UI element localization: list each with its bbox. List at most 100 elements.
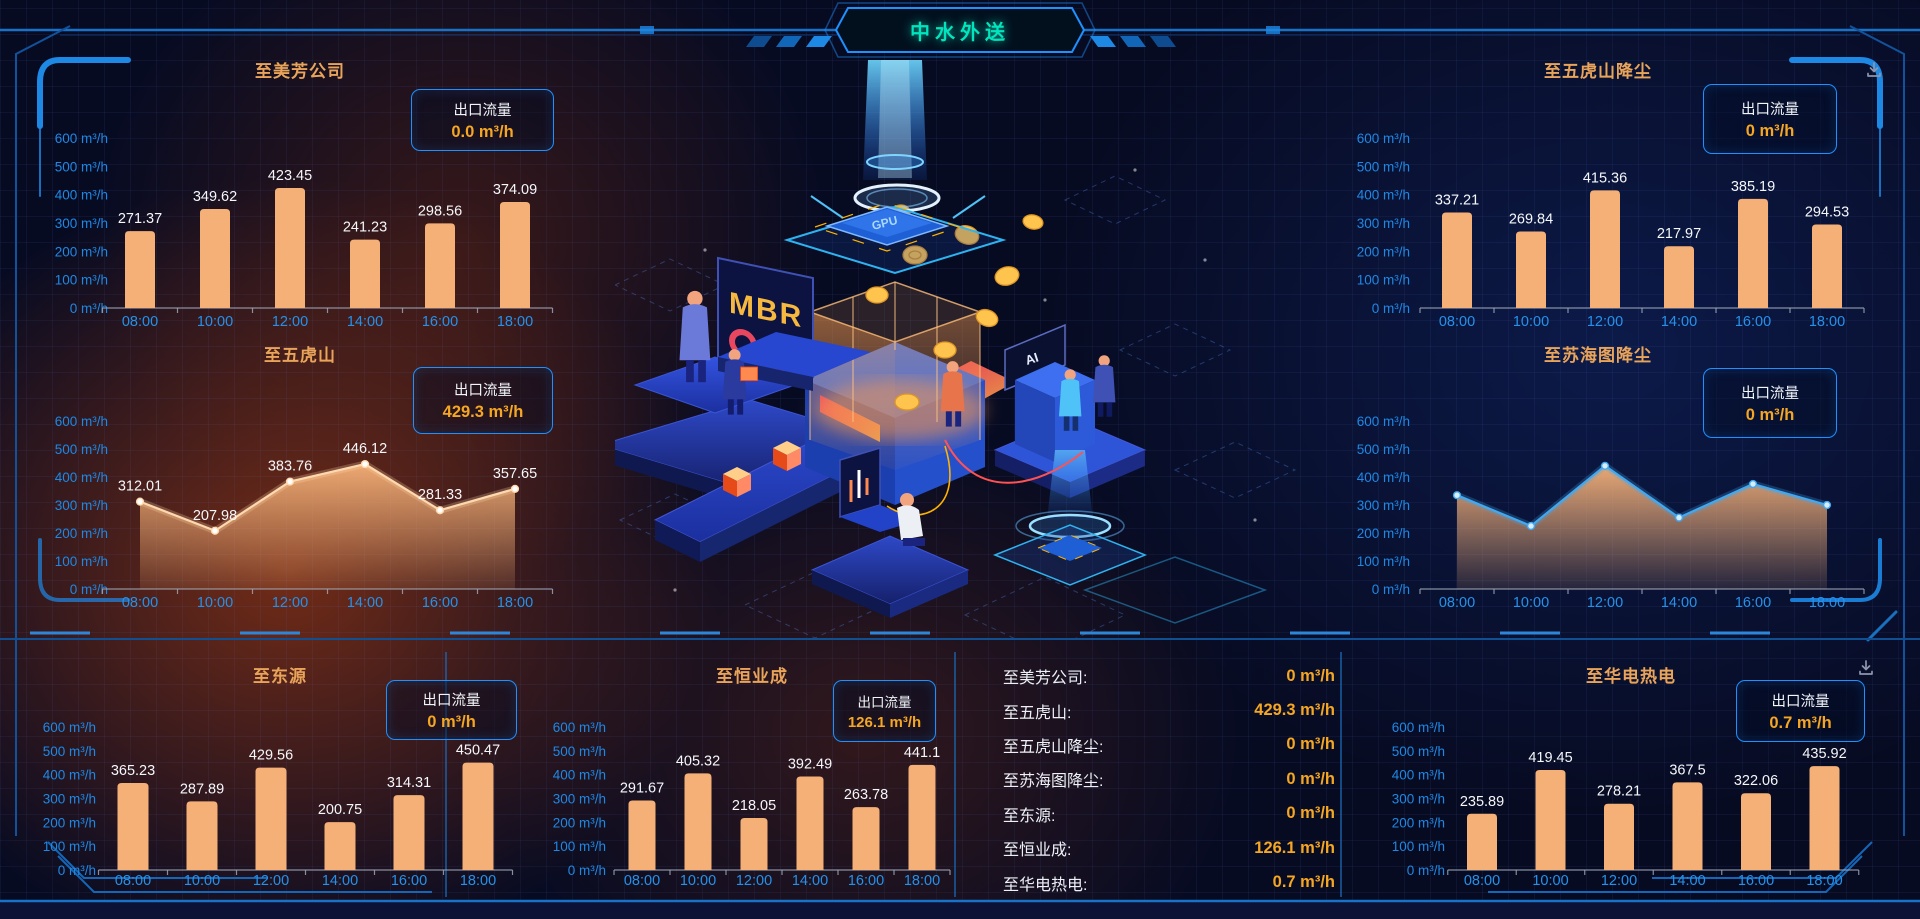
- flow-box-label: 出口流量: [857, 695, 912, 710]
- svg-text:269.84: 269.84: [1509, 212, 1553, 228]
- chart-wuhushan-dust: 600 m³/h 500 m³/h 400 m³/h 300 m³/h 200 m³/h…: [1357, 131, 1865, 330]
- summary-row: 至恒业成: 126.1 m³/h: [1003, 831, 1335, 865]
- panel-title-hengyecheng: 至恒业成: [716, 667, 788, 686]
- svg-text:500 m³/h: 500 m³/h: [1357, 442, 1410, 457]
- svg-text:374.09: 374.09: [493, 182, 537, 198]
- flow-box-label: 出口流量: [454, 383, 512, 399]
- svg-text:16:00: 16:00: [1735, 595, 1771, 611]
- download-icon[interactable]: [1864, 60, 1884, 80]
- svg-text:18:00: 18:00: [1806, 873, 1842, 889]
- svg-text:0 m³/h: 0 m³/h: [1407, 863, 1445, 878]
- summary-row-value: 0 m³/h: [1286, 666, 1335, 685]
- summary-row-label: 至苏海图降尘:: [1003, 773, 1104, 791]
- chart-wuhushan: 600 m³/h 500 m³/h 400 m³/h 300 m³/h 200 m³/h…: [55, 414, 554, 611]
- svg-text:263.78: 263.78: [844, 787, 888, 803]
- svg-text:10:00: 10:00: [197, 314, 233, 330]
- svg-text:10:00: 10:00: [184, 873, 220, 889]
- svg-text:16:00: 16:00: [422, 595, 458, 611]
- summary-row: 至五虎山降尘: 0 m³/h: [1003, 728, 1335, 762]
- download-icon[interactable]: [1856, 658, 1876, 678]
- svg-text:400 m³/h: 400 m³/h: [43, 768, 96, 783]
- svg-text:500 m³/h: 500 m³/h: [1392, 744, 1445, 759]
- svg-text:500 m³/h: 500 m³/h: [553, 744, 606, 759]
- svg-text:349.62: 349.62: [193, 189, 237, 205]
- flow-box-wuhushan: 出口流量 429.3 m³/h: [413, 367, 553, 434]
- svg-text:271.37: 271.37: [118, 211, 162, 227]
- flow-box-label: 出口流量: [422, 692, 481, 709]
- panel-title-dongyuan: 至东源: [253, 667, 307, 686]
- summary-list: 至美芳公司: 0 m³/h 至五虎山: 429.3 m³/h 至五虎山降尘: 0 m³/h…: [1003, 659, 1335, 900]
- svg-text:441.1: 441.1: [904, 745, 940, 761]
- svg-text:415.36: 415.36: [1583, 170, 1627, 186]
- summary-row-label: 至东源:: [1003, 807, 1056, 825]
- svg-text:18:00: 18:00: [497, 595, 533, 611]
- flow-box-value: 126.1 m³/h: [847, 714, 922, 731]
- summary-row-label: 至五虎山:: [1003, 704, 1072, 722]
- svg-text:200 m³/h: 200 m³/h: [553, 815, 606, 830]
- svg-text:400 m³/h: 400 m³/h: [553, 768, 606, 783]
- svg-text:423.45: 423.45: [268, 168, 312, 184]
- svg-text:600 m³/h: 600 m³/h: [1392, 720, 1445, 735]
- svg-text:10:00: 10:00: [680, 873, 716, 889]
- panel-title-huadian: 至华电热电: [1586, 667, 1676, 686]
- svg-text:200 m³/h: 200 m³/h: [55, 526, 108, 541]
- flow-box-meifang: 出口流量 0.0 m³/h: [411, 89, 554, 151]
- svg-text:0 m³/h: 0 m³/h: [1372, 301, 1410, 316]
- svg-text:300 m³/h: 300 m³/h: [1357, 498, 1410, 513]
- svg-text:200 m³/h: 200 m³/h: [1357, 526, 1410, 541]
- svg-text:600 m³/h: 600 m³/h: [55, 414, 108, 429]
- svg-text:300 m³/h: 300 m³/h: [1392, 792, 1445, 807]
- svg-text:08:00: 08:00: [624, 873, 660, 889]
- svg-text:207.98: 207.98: [193, 508, 237, 524]
- flow-box-label: 出口流量: [1741, 385, 1799, 402]
- svg-text:446.12: 446.12: [343, 441, 387, 457]
- svg-text:400 m³/h: 400 m³/h: [55, 188, 108, 203]
- svg-text:0 m³/h: 0 m³/h: [70, 582, 108, 597]
- svg-text:12:00: 12:00: [272, 314, 308, 330]
- svg-text:14:00: 14:00: [1669, 873, 1705, 889]
- svg-text:12:00: 12:00: [253, 873, 289, 889]
- svg-text:0 m³/h: 0 m³/h: [1372, 582, 1410, 597]
- page-title: 中水外送: [910, 21, 1010, 44]
- summary-row-value: 0 m³/h: [1286, 735, 1335, 754]
- svg-text:281.33: 281.33: [418, 487, 462, 503]
- svg-text:500 m³/h: 500 m³/h: [55, 442, 108, 457]
- svg-text:100 m³/h: 100 m³/h: [55, 273, 108, 288]
- summary-row-label: 至华电热电:: [1003, 876, 1088, 894]
- svg-text:337.21: 337.21: [1435, 192, 1479, 208]
- panel-title-wuhushan: 至五虎山: [264, 346, 336, 365]
- summary-row: 至苏海图降尘: 0 m³/h: [1003, 762, 1335, 796]
- chart-suhaitu-dust: 600 m³/h 500 m³/h 400 m³/h 300 m³/h 200 m³/h…: [1357, 414, 1865, 611]
- svg-text:312.01: 312.01: [118, 479, 162, 495]
- flow-box-huadian: 出口流量 0.7 m³/h: [1736, 680, 1865, 742]
- svg-text:200 m³/h: 200 m³/h: [43, 815, 96, 830]
- svg-text:0 m³/h: 0 m³/h: [70, 301, 108, 316]
- svg-text:16:00: 16:00: [422, 314, 458, 330]
- flow-box-value: 0 m³/h: [1745, 405, 1795, 424]
- svg-text:08:00: 08:00: [122, 595, 158, 611]
- svg-text:100 m³/h: 100 m³/h: [55, 554, 108, 569]
- panel-title-suhaitu-dust: 至苏海图降尘: [1544, 346, 1652, 365]
- svg-text:419.45: 419.45: [1528, 750, 1572, 766]
- svg-text:14:00: 14:00: [347, 314, 383, 330]
- panel-title-wuhushan-dust: 至五虎山降尘: [1544, 62, 1652, 81]
- svg-text:12:00: 12:00: [1587, 595, 1623, 611]
- flow-box-label: 出口流量: [1741, 101, 1799, 118]
- svg-text:241.23: 241.23: [343, 220, 387, 236]
- svg-text:235.89: 235.89: [1460, 794, 1504, 810]
- svg-text:200 m³/h: 200 m³/h: [1392, 815, 1445, 830]
- svg-text:450.47: 450.47: [456, 743, 500, 759]
- svg-text:12:00: 12:00: [736, 873, 772, 889]
- svg-text:100 m³/h: 100 m³/h: [553, 839, 606, 854]
- summary-row-value: 429.3 m³/h: [1254, 701, 1335, 720]
- flow-box-value: 429.3 m³/h: [442, 403, 524, 421]
- svg-text:12:00: 12:00: [1601, 873, 1637, 889]
- summary-row: 至华电热电: 0.7 m³/h: [1003, 865, 1335, 899]
- summary-row-label: 至恒业成:: [1003, 842, 1072, 860]
- svg-text:14:00: 14:00: [322, 873, 358, 889]
- svg-text:600 m³/h: 600 m³/h: [1357, 414, 1410, 429]
- svg-text:100 m³/h: 100 m³/h: [1392, 839, 1445, 854]
- svg-text:08:00: 08:00: [1464, 873, 1500, 889]
- svg-text:400 m³/h: 400 m³/h: [1357, 470, 1410, 485]
